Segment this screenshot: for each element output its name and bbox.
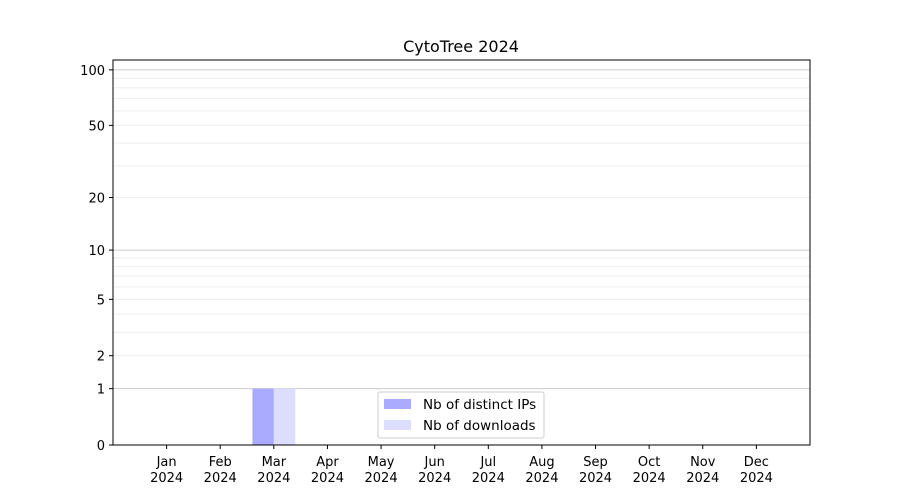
x-tick-label-month: Nov bbox=[690, 455, 716, 470]
x-tick-label-year: 2024 bbox=[579, 471, 612, 486]
bars bbox=[252, 388, 296, 445]
y-axis: 0 1 2 5 10 20 50 100 bbox=[80, 64, 113, 454]
x-tick-label-year: 2024 bbox=[257, 471, 290, 486]
x-tick-label-month: May bbox=[368, 455, 395, 470]
x-tick-label-year: 2024 bbox=[686, 471, 719, 486]
chart-title: CytoTree 2024 bbox=[403, 37, 519, 56]
x-tick-label-year: 2024 bbox=[472, 471, 505, 486]
y-tick-label: 20 bbox=[88, 192, 105, 207]
x-tick-label-year: 2024 bbox=[633, 471, 666, 486]
y-tick-label: 0 bbox=[97, 439, 105, 454]
x-tick-label-year: 2024 bbox=[204, 471, 237, 486]
legend-label-distinct-ips: Nb of distinct IPs bbox=[423, 397, 536, 413]
y-tick-label: 5 bbox=[97, 293, 105, 308]
x-tick-label-year: 2024 bbox=[525, 471, 558, 486]
x-tick-label-year: 2024 bbox=[418, 471, 451, 486]
x-tick-label-year: 2024 bbox=[740, 471, 773, 486]
x-tick-label-month: Aug bbox=[529, 455, 554, 470]
x-tick-label-month: Dec bbox=[744, 455, 769, 470]
x-tick-label-year: 2024 bbox=[150, 471, 183, 486]
y-tick-label: 1 bbox=[97, 383, 105, 398]
legend-box bbox=[377, 391, 545, 439]
x-tick-label-month: Jul bbox=[479, 455, 496, 470]
x-tick-label-month: Sep bbox=[583, 455, 608, 470]
legend-swatch-distinct-ips bbox=[384, 399, 411, 409]
y-tick-label: 100 bbox=[80, 64, 105, 79]
legend-swatch-downloads bbox=[384, 420, 411, 430]
legend: Nb of distinct IPs Nb of downloads bbox=[377, 391, 545, 439]
bar-downloads bbox=[273, 388, 296, 445]
x-tick-label-month: Mar bbox=[262, 455, 287, 470]
x-axis: Jan2024Feb2024Mar2024Apr2024May2024Jun20… bbox=[150, 445, 773, 486]
x-tick-label-month: Jun bbox=[424, 455, 445, 470]
y-tick-label: 10 bbox=[88, 244, 105, 259]
x-tick-label-month: Apr bbox=[316, 455, 339, 470]
legend-label-downloads: Nb of downloads bbox=[423, 418, 536, 434]
x-tick-label-year: 2024 bbox=[365, 471, 398, 486]
x-tick-label-month: Oct bbox=[638, 455, 660, 470]
y-tick-label: 2 bbox=[97, 350, 105, 365]
y-tick-label: 50 bbox=[88, 119, 105, 134]
grid bbox=[113, 69, 810, 390]
x-tick-label-year: 2024 bbox=[311, 471, 344, 486]
plot-frame bbox=[112, 59, 811, 446]
bar-distinct-ips bbox=[252, 388, 274, 445]
x-tick-label-month: Feb bbox=[209, 455, 232, 470]
x-tick-label-month: Jan bbox=[156, 455, 177, 470]
